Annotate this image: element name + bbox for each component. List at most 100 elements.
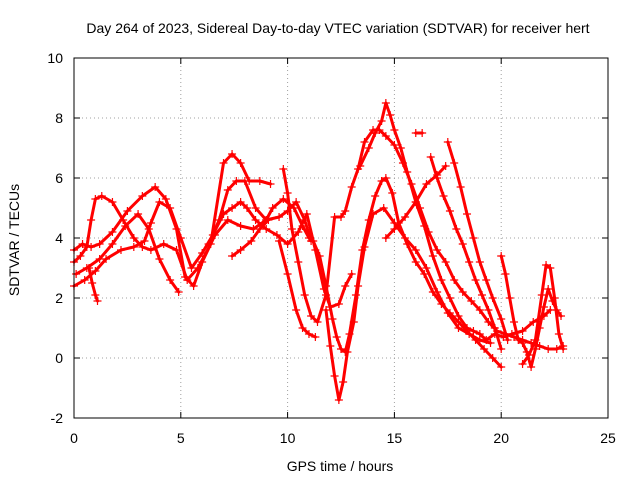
data-point — [72, 270, 81, 278]
series-trace-17 — [518, 261, 568, 368]
data-point — [283, 240, 292, 248]
data-point — [441, 162, 450, 170]
x-axis-label: GPS time / hours — [287, 458, 394, 474]
data-point — [279, 195, 288, 203]
data-point — [507, 330, 516, 338]
data-point — [433, 246, 442, 254]
data-point — [497, 345, 506, 353]
data-point — [287, 225, 296, 233]
data-point — [550, 294, 559, 302]
series-line — [311, 176, 503, 369]
data-point — [490, 324, 499, 332]
data-point — [347, 270, 356, 278]
data-point — [386, 111, 395, 119]
data-point — [443, 138, 452, 146]
series-line — [87, 266, 99, 303]
data-point — [255, 177, 264, 185]
data-point — [247, 237, 256, 245]
data-point — [441, 258, 450, 266]
data-point — [360, 243, 369, 251]
data-point — [76, 252, 85, 260]
data-point — [477, 291, 486, 299]
data-point — [129, 234, 138, 242]
data-point — [463, 324, 472, 332]
data-point — [343, 348, 352, 356]
data-point — [411, 246, 420, 254]
data-point — [189, 282, 198, 290]
data-point — [544, 285, 553, 293]
data-point — [497, 252, 506, 260]
data-point — [390, 126, 399, 134]
x-tick-label: 5 — [177, 430, 185, 446]
series-line — [72, 152, 272, 282]
data-point — [433, 174, 442, 182]
data-point — [275, 237, 284, 245]
series-group — [70, 99, 568, 404]
series-trace-7 — [228, 216, 273, 260]
data-point — [279, 165, 288, 173]
data-point — [488, 294, 497, 302]
data-point — [488, 354, 497, 362]
data-point — [228, 150, 237, 158]
data-point — [311, 333, 320, 341]
data-point — [95, 240, 104, 248]
data-point — [437, 276, 446, 284]
data-point — [322, 282, 331, 290]
y-tick-label: 2 — [55, 290, 63, 306]
data-point — [347, 183, 356, 191]
data-point — [418, 129, 427, 137]
data-point — [328, 315, 337, 323]
data-point — [337, 213, 345, 221]
data-point — [243, 204, 252, 212]
data-point — [371, 129, 380, 137]
data-point — [420, 222, 429, 230]
data-point — [403, 168, 412, 176]
data-point — [349, 318, 358, 326]
data-point — [91, 195, 100, 203]
y-tick-label: -2 — [51, 410, 64, 426]
data-point — [527, 363, 536, 371]
data-point — [475, 330, 484, 338]
data-point — [381, 132, 390, 140]
data-point — [505, 294, 514, 302]
series-line — [324, 206, 492, 402]
data-point — [91, 267, 100, 275]
data-point — [482, 276, 491, 284]
data-point — [298, 222, 307, 230]
data-point — [524, 351, 533, 359]
data-point — [484, 318, 493, 326]
data-point — [309, 237, 318, 245]
series-trace-3 — [70, 198, 356, 311]
data-point — [174, 288, 183, 296]
data-point — [283, 270, 292, 278]
data-point — [292, 306, 301, 314]
y-tick-label: 8 — [55, 110, 63, 126]
data-point — [236, 198, 245, 206]
data-point — [176, 234, 185, 242]
data-point — [463, 210, 472, 218]
data-point — [307, 312, 316, 320]
data-point — [187, 264, 196, 272]
data-point — [123, 207, 132, 215]
data-point — [129, 243, 138, 251]
x-tick-label: 25 — [600, 430, 616, 446]
grid — [74, 58, 608, 418]
data-point — [341, 207, 350, 215]
y-tick-label: 6 — [55, 170, 63, 186]
data-point — [486, 339, 495, 347]
data-point — [497, 363, 506, 371]
data-point — [458, 240, 467, 248]
data-point — [215, 216, 224, 224]
data-point — [322, 306, 331, 314]
series-trace-10 — [309, 174, 506, 371]
data-point — [290, 204, 299, 212]
data-point — [315, 252, 324, 260]
data-point — [501, 270, 510, 278]
data-point — [116, 246, 125, 254]
data-point — [445, 207, 454, 215]
data-point — [294, 258, 303, 266]
data-point — [484, 306, 493, 314]
data-point — [251, 204, 260, 212]
series-trace-14 — [426, 153, 506, 353]
